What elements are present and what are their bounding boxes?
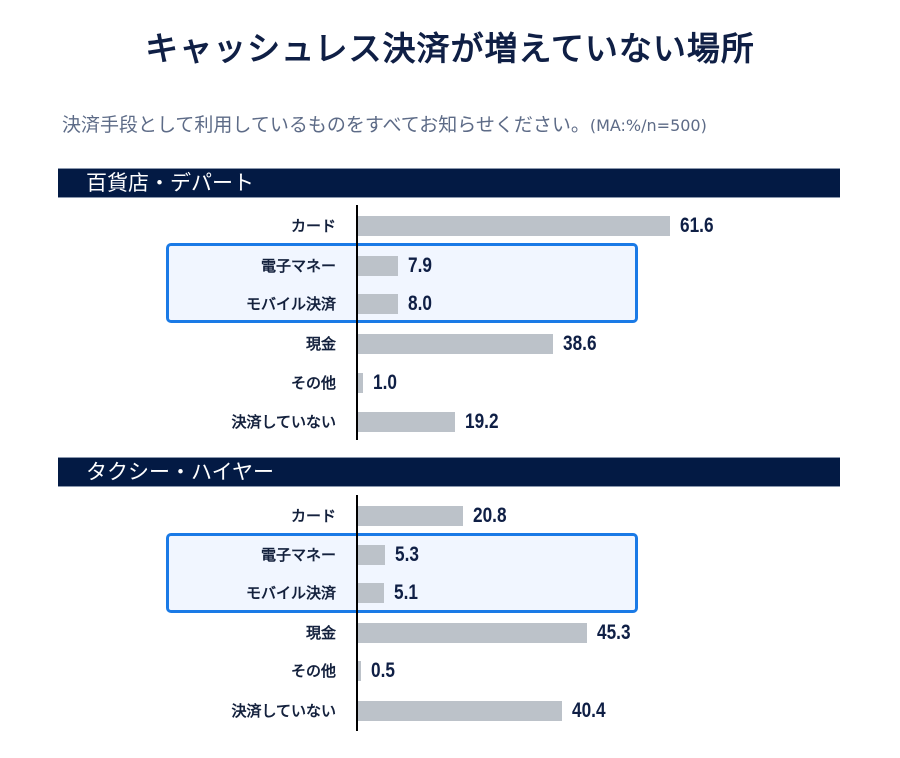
section-header-label: タクシー・ハイヤー bbox=[86, 460, 274, 484]
bar-row: モバイル決済 5.1 bbox=[0, 581, 900, 605]
bar-row: その他 1.0 bbox=[0, 371, 900, 395]
bar bbox=[358, 583, 384, 603]
bar-value: 5.1 bbox=[393, 581, 418, 604]
bar-value: 7.9 bbox=[407, 254, 432, 277]
bar-row: 電子マネー 5.3 bbox=[0, 543, 900, 567]
highlight-box-cashless bbox=[166, 243, 638, 323]
bar-row: 電子マネー 7.9 bbox=[0, 254, 900, 278]
bar-label: モバイル決済 bbox=[245, 584, 336, 602]
bar-label: 決済していない bbox=[231, 413, 336, 431]
bar bbox=[358, 216, 670, 236]
bar-label: カード bbox=[290, 217, 336, 235]
bar-value: 0.5 bbox=[371, 659, 395, 682]
bar bbox=[358, 623, 588, 643]
bar-value: 40.4 bbox=[572, 699, 606, 722]
bar-row: 現金 38.6 bbox=[0, 332, 900, 356]
bar-label: 現金 bbox=[305, 624, 336, 642]
bar-row: カード 61.6 bbox=[0, 214, 900, 238]
bar-row: カード 20.8 bbox=[0, 504, 900, 528]
bar-value: 45.3 bbox=[597, 621, 631, 644]
bar bbox=[358, 412, 456, 432]
bar bbox=[358, 545, 385, 565]
section-header-department-store: 百貨店・デパート bbox=[58, 168, 840, 198]
bar-label: その他 bbox=[290, 662, 336, 680]
bar-row: 決済していない 40.4 bbox=[0, 699, 900, 723]
bar-label: 決済していない bbox=[231, 702, 336, 720]
bar-label: その他 bbox=[290, 374, 336, 392]
bar-label: カード bbox=[290, 507, 336, 525]
section-header-taxi-hire: タクシー・ハイヤー bbox=[58, 457, 840, 487]
bar-label: 電子マネー bbox=[260, 546, 336, 564]
axis-line bbox=[356, 205, 358, 440]
bar-value: 8.0 bbox=[408, 292, 433, 315]
chart-title: キャッシュレス決済が増えていない場所 bbox=[145, 29, 755, 68]
section-header-label: 百貨店・デパート bbox=[86, 171, 254, 195]
bar-value: 20.8 bbox=[473, 504, 507, 527]
axis-line bbox=[356, 495, 358, 731]
bar bbox=[358, 256, 398, 276]
bar-label: モバイル決済 bbox=[245, 295, 336, 313]
subtitle-question: 決済手段として利用しているものをすべてお知らせください。 bbox=[62, 114, 590, 136]
bar-label: 電子マネー bbox=[260, 257, 336, 275]
bar-row: 現金 45.3 bbox=[0, 621, 900, 645]
bar bbox=[358, 334, 554, 354]
subtitle-note: (MA:%/n=500) bbox=[589, 116, 707, 135]
bar bbox=[358, 294, 399, 314]
bar-row: その他 0.5 bbox=[0, 659, 900, 683]
bar-row: 決済していない 19.2 bbox=[0, 410, 900, 434]
chart-subtitle: 決済手段として利用しているものをすべてお知らせください。(MA:%/n=500) bbox=[62, 110, 707, 137]
bar bbox=[358, 506, 464, 526]
highlight-box-cashless bbox=[166, 533, 638, 613]
bar-value: 19.2 bbox=[465, 410, 499, 433]
bar-label: 現金 bbox=[305, 335, 336, 353]
bar-row: モバイル決済 8.0 bbox=[0, 292, 900, 316]
bar-value: 61.6 bbox=[679, 214, 714, 237]
bar-value: 5.3 bbox=[394, 543, 419, 566]
bar bbox=[358, 661, 361, 681]
bar-value: 1.0 bbox=[373, 371, 397, 394]
bar bbox=[358, 373, 364, 393]
bar bbox=[358, 701, 563, 721]
bar-value: 38.6 bbox=[563, 332, 597, 355]
